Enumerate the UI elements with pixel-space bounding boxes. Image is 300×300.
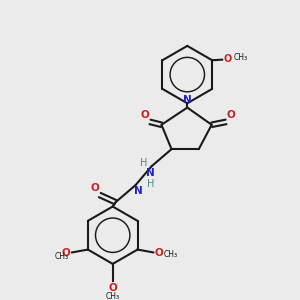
Text: N: N: [146, 168, 155, 178]
Text: H: H: [147, 178, 154, 189]
Text: O: O: [108, 284, 117, 293]
Text: CH₃: CH₃: [106, 292, 120, 300]
Text: O: O: [224, 54, 232, 64]
Text: CH₃: CH₃: [55, 252, 69, 261]
Text: H: H: [140, 158, 147, 169]
Text: O: O: [61, 248, 70, 258]
Text: O: O: [154, 248, 163, 258]
Text: O: O: [227, 110, 236, 121]
Text: O: O: [90, 183, 99, 193]
Text: O: O: [140, 110, 149, 121]
Text: CH₃: CH₃: [234, 53, 248, 62]
Text: N: N: [134, 186, 143, 197]
Text: N: N: [183, 95, 192, 105]
Text: CH₃: CH₃: [164, 250, 178, 259]
